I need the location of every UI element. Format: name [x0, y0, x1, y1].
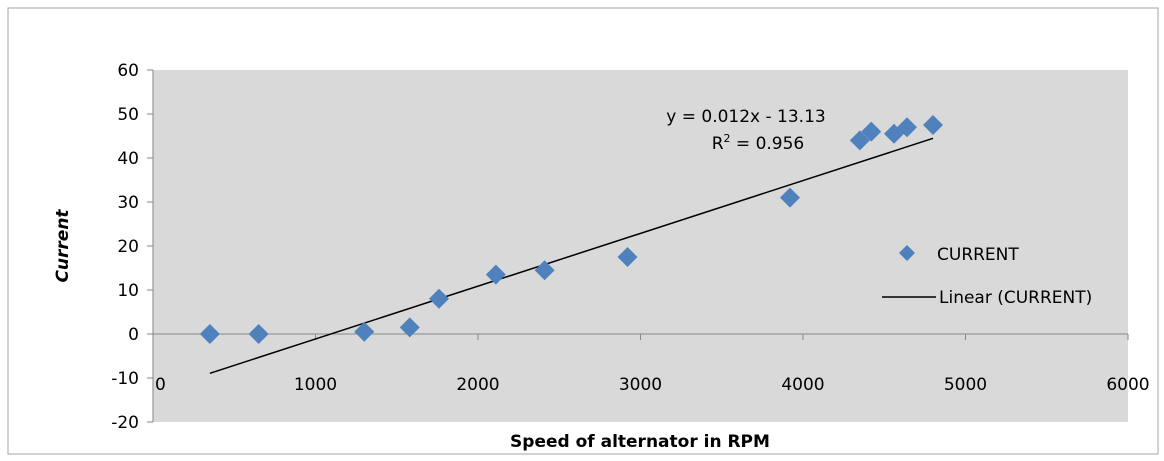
data-point	[354, 321, 375, 342]
y-tick-label: 20	[117, 237, 139, 257]
data-point	[429, 288, 449, 309]
data-point	[617, 247, 638, 267]
trendline-r2: R2 = 0.956	[712, 132, 805, 154]
data-point	[199, 324, 220, 344]
y-tick-label: 10	[117, 281, 139, 301]
y-tick-label: 60	[117, 61, 139, 81]
data-point	[399, 317, 420, 338]
r2-superscript: 2	[724, 132, 731, 145]
x-tick-label: 6000	[1106, 375, 1149, 395]
x-axis-title: Speed of alternator in RPM	[510, 432, 770, 452]
legend-marker-current	[899, 245, 915, 261]
data-point	[780, 187, 800, 208]
x-axis-tick-labels: 0 1000 2000 3000 4000 5000 6000	[155, 375, 1150, 395]
r2-value: = 0.956	[731, 134, 805, 154]
r2-prefix: R	[712, 134, 724, 154]
data-point	[923, 115, 943, 135]
y-tick-label: -10	[111, 369, 139, 389]
y-tick-label: 30	[117, 193, 139, 213]
trendline-group	[209, 137, 934, 375]
trendline-equation: y = 0.012x - 13.13	[666, 107, 825, 127]
data-point	[485, 264, 506, 285]
y-axis-tick-labels: -20 -10 0 10 20 30 40 50 60	[111, 61, 139, 433]
x-tick-label: 3000	[619, 375, 662, 395]
data-points	[199, 115, 943, 344]
axes	[147, 69, 1129, 423]
y-tick-label: 0	[128, 325, 139, 345]
data-point	[849, 130, 870, 151]
x-tick-label: 1000	[294, 375, 337, 395]
x-tick-label: 2000	[456, 375, 499, 395]
data-point	[248, 324, 269, 344]
y-tick-label: 40	[117, 149, 139, 169]
y-tick-label: -20	[111, 413, 139, 433]
data-point	[534, 260, 555, 281]
legend-label-linear: Linear (CURRENT)	[939, 288, 1092, 308]
y-tick-label: 50	[117, 105, 139, 125]
x-tick-label: 4000	[781, 375, 824, 395]
x-tick-label: 5000	[944, 375, 987, 395]
trendline	[209, 137, 934, 375]
legend: CURRENT Linear (CURRENT)	[882, 245, 1092, 308]
legend-label-current: CURRENT	[937, 245, 1019, 265]
plot-area	[153, 70, 1128, 422]
data-point	[897, 117, 917, 138]
x-tick-label: 0	[155, 375, 166, 395]
y-axis-title: Current	[53, 209, 73, 283]
data-point	[861, 121, 882, 142]
